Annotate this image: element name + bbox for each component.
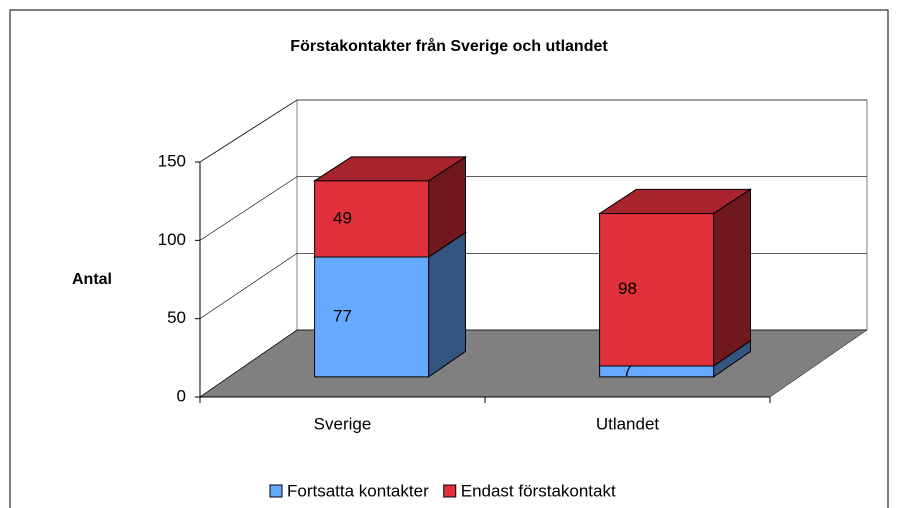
x-tick-label: Sverige xyxy=(314,414,372,433)
grid-line xyxy=(199,176,867,241)
chart-title: Förstakontakter från Sverige och utlande… xyxy=(290,37,608,55)
data-label: 49 xyxy=(333,208,352,227)
bar-top xyxy=(597,188,753,214)
data-label: 7 xyxy=(623,361,632,380)
bar-front xyxy=(599,212,715,367)
x-tick-label: Utlandet xyxy=(596,414,660,433)
data-label: 77 xyxy=(333,306,352,325)
bar-front xyxy=(314,256,430,378)
chart-frame xyxy=(9,9,889,508)
bar-front xyxy=(314,180,430,258)
legend-label: Fortsatta kontakter xyxy=(287,481,429,500)
bar-side xyxy=(428,231,466,378)
legend-swatch xyxy=(443,484,457,498)
floor xyxy=(199,329,868,398)
legend-swatch xyxy=(269,484,283,498)
y-axis-label: Antal xyxy=(72,271,112,288)
y-tick-label: 100 xyxy=(158,230,186,249)
grid-line xyxy=(199,99,867,163)
y-tick-label: 0 xyxy=(177,386,186,405)
y-tick-label: 150 xyxy=(158,151,186,170)
bar-front xyxy=(599,365,715,378)
legend-label: Endast förstakontakt xyxy=(461,481,616,500)
y-tick-label: 50 xyxy=(167,308,186,327)
bar-side xyxy=(713,188,751,367)
bar-top xyxy=(312,156,468,182)
data-label: 98 xyxy=(618,279,637,298)
